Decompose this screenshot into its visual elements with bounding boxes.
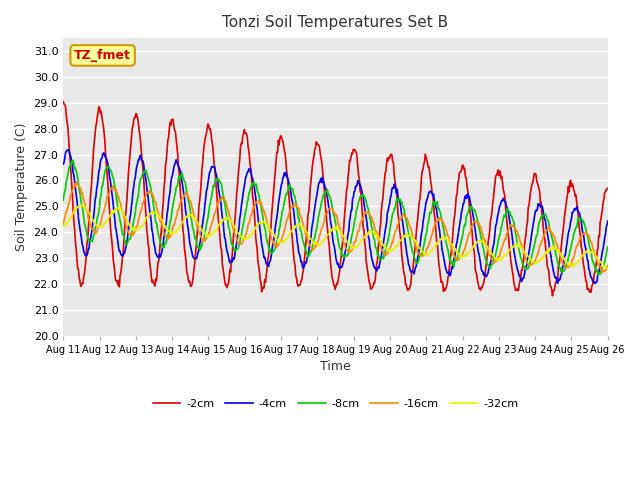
-4cm (210, 164, 218, 170)
-8cm (60, 197, 67, 203)
-16cm (598, 270, 606, 276)
-32cm (60, 223, 67, 229)
Line: -32cm: -32cm (63, 205, 608, 268)
-2cm (604, 185, 612, 191)
-16cm (419, 252, 426, 258)
Line: -8cm: -8cm (63, 160, 608, 275)
-8cm (69, 157, 77, 163)
-2cm (69, 207, 77, 213)
-4cm (60, 161, 67, 167)
-2cm (402, 282, 410, 288)
-4cm (419, 228, 426, 233)
-32cm (604, 265, 612, 271)
-2cm (125, 161, 133, 167)
-32cm (126, 223, 134, 229)
-32cm (419, 249, 426, 255)
Line: -2cm: -2cm (63, 102, 608, 296)
-8cm (419, 251, 426, 256)
-8cm (403, 218, 410, 224)
-8cm (70, 161, 77, 167)
-32cm (69, 210, 77, 216)
-16cm (69, 186, 77, 192)
-2cm (60, 99, 67, 105)
Y-axis label: Soil Temperature (C): Soil Temperature (C) (15, 122, 28, 251)
-32cm (78, 202, 86, 208)
-4cm (70, 172, 77, 178)
X-axis label: Time: Time (320, 360, 351, 373)
-4cm (403, 247, 410, 252)
-2cm (180, 246, 188, 252)
-4cm (126, 215, 134, 220)
-16cm (604, 263, 612, 269)
-4cm (604, 218, 612, 224)
-2cm (548, 293, 556, 299)
-2cm (418, 174, 426, 180)
-8cm (604, 244, 612, 250)
-16cm (73, 180, 81, 185)
-4cm (181, 204, 189, 210)
Line: -4cm: -4cm (63, 150, 608, 283)
Text: TZ_fmet: TZ_fmet (74, 49, 131, 62)
-16cm (126, 231, 134, 237)
-16cm (403, 215, 410, 221)
-8cm (210, 184, 218, 190)
-8cm (181, 179, 189, 185)
Legend: -2cm, -4cm, -8cm, -16cm, -32cm: -2cm, -4cm, -8cm, -16cm, -32cm (148, 395, 523, 414)
-16cm (60, 221, 67, 227)
Title: Tonzi Soil Temperatures Set B: Tonzi Soil Temperatures Set B (223, 15, 449, 30)
-8cm (594, 272, 602, 277)
-4cm (64, 147, 72, 153)
-2cm (209, 149, 217, 155)
-32cm (181, 216, 189, 221)
-4cm (591, 280, 598, 286)
-8cm (126, 237, 134, 242)
-16cm (181, 191, 189, 197)
-32cm (403, 232, 410, 238)
-16cm (210, 212, 218, 218)
-32cm (210, 230, 218, 236)
Line: -16cm: -16cm (63, 182, 608, 273)
